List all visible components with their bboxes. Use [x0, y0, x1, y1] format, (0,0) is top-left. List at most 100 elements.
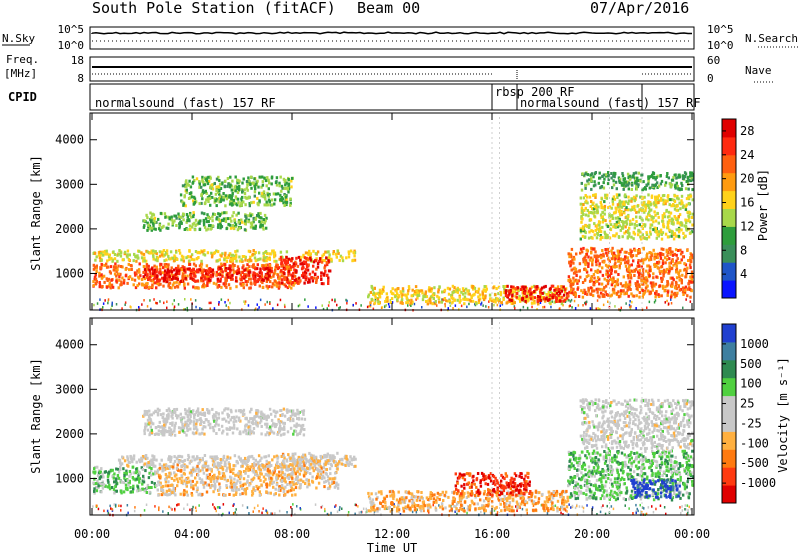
- echo-cell: [214, 507, 217, 510]
- echo-cell: [630, 276, 633, 280]
- echo-cell: [119, 283, 122, 287]
- echo-cell: [421, 298, 425, 302]
- echo-cell: [238, 226, 241, 230]
- echo-cell: [651, 252, 654, 256]
- echo-cell: [271, 282, 275, 286]
- echo-cell: [176, 277, 179, 281]
- echo-cell: [667, 251, 670, 254]
- echo-cell: [171, 302, 174, 306]
- echo-cell: [323, 259, 326, 263]
- echo-cell: [230, 202, 233, 206]
- echo-cell: [134, 273, 137, 277]
- echo-cell: [164, 251, 168, 254]
- echo-cell: [612, 195, 616, 199]
- echo-cell: [192, 211, 195, 215]
- echo-cell: [588, 223, 591, 227]
- echo-cell: [438, 285, 441, 289]
- echo-cell: [686, 294, 689, 298]
- echo-cell: [660, 247, 663, 251]
- echo-cell: [254, 217, 257, 221]
- echo-cell: [600, 203, 603, 207]
- echo-cell: [607, 250, 611, 254]
- echo-cell: [202, 180, 205, 184]
- echo-cell: [156, 468, 160, 472]
- echo-cell: [163, 269, 167, 273]
- echo-cell: [230, 257, 233, 261]
- echo-cell: [654, 213, 657, 217]
- echo-cell: [687, 214, 690, 218]
- echo-cell: [131, 490, 134, 494]
- echo-cell: [585, 199, 588, 203]
- echo-cell: [146, 267, 150, 271]
- echo-cell: [278, 470, 281, 474]
- echo-cell: [643, 236, 647, 240]
- echo-cell: [561, 295, 564, 299]
- echo-cell: [167, 254, 170, 258]
- echo-cell: [690, 253, 693, 257]
- echo-cell: [93, 265, 97, 269]
- echo-cell: [584, 278, 587, 282]
- echo-cell: [521, 298, 524, 302]
- echo-cell: [293, 278, 296, 282]
- echo-cell: [571, 504, 574, 508]
- echo-cell: [216, 259, 220, 263]
- echo-cell: [413, 302, 416, 306]
- echo-cell: [437, 288, 440, 292]
- echo-cell: [184, 204, 187, 208]
- echo-cell: [628, 223, 632, 226]
- echo-cell: [594, 269, 597, 273]
- echo-cell: [262, 258, 265, 262]
- echo-cell: [195, 490, 199, 494]
- echo-cell: [604, 193, 607, 197]
- echo-cell: [125, 471, 128, 475]
- echo-cell: [427, 299, 430, 303]
- echo-cell: [92, 284, 95, 287]
- echo-cell: [131, 476, 134, 479]
- echo-cell: [192, 270, 195, 274]
- echo-cell: [159, 300, 161, 303]
- echo-cell: [195, 480, 199, 484]
- echo-cell: [107, 480, 110, 484]
- echo-cell: [590, 279, 593, 283]
- echo-cell: [153, 272, 157, 276]
- echo-cell: [600, 197, 604, 201]
- echo-cell: [158, 254, 162, 258]
- echo-cell: [592, 201, 595, 205]
- echo-cell: [631, 183, 634, 187]
- echo-cell: [581, 234, 585, 238]
- echo-cell: [262, 195, 265, 199]
- echo-cell: [659, 256, 663, 260]
- echo-cell: [617, 209, 621, 213]
- echo-cell: [661, 216, 664, 220]
- echo-cell: [280, 258, 283, 262]
- echo-cell: [659, 174, 662, 178]
- echo-cell: [226, 466, 229, 470]
- echo-cell: [649, 223, 652, 227]
- echo-cell: [103, 509, 105, 513]
- echo-cell: [334, 300, 336, 303]
- echo-cell: [183, 194, 186, 198]
- echo-cell: [484, 296, 487, 300]
- echo-cell: [632, 237, 635, 241]
- echo-cell: [646, 306, 648, 309]
- echo-cell: [607, 300, 609, 303]
- echo-cell: [686, 287, 689, 291]
- echo-cell: [604, 512, 607, 516]
- echo-cell: [582, 213, 585, 216]
- echo-cell: [268, 264, 272, 267]
- echo-cell: [335, 255, 338, 259]
- echo-cell: [214, 484, 217, 488]
- echo-cell: [667, 176, 670, 180]
- echo-cell: [677, 249, 680, 252]
- echo-cell: [229, 301, 231, 305]
- echo-cell: [121, 276, 124, 280]
- echo-cell: [165, 489, 169, 493]
- echo-cell: [337, 251, 340, 255]
- echo-cell: [168, 493, 171, 497]
- echo-cell: [107, 511, 110, 515]
- echo-cell: [608, 212, 611, 216]
- echo-cell: [266, 191, 269, 195]
- echo-cell: [521, 507, 524, 511]
- echo-cell: [273, 469, 276, 473]
- echo-cell: [171, 508, 173, 511]
